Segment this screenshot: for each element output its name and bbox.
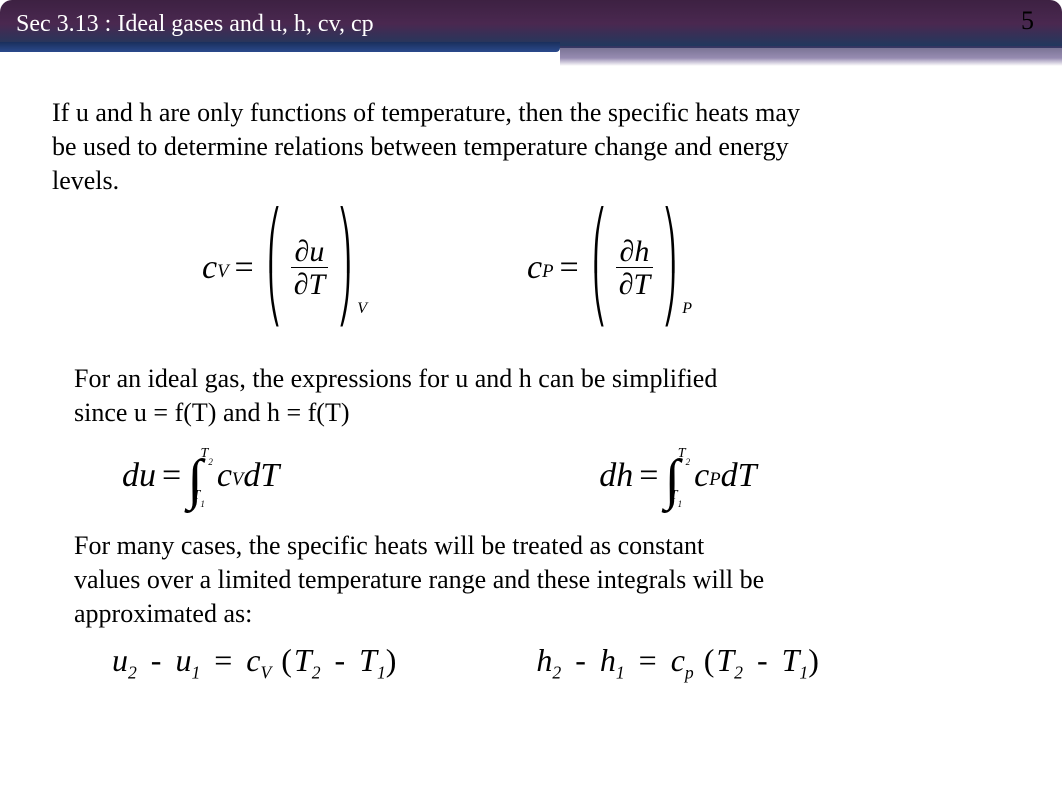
denominator: ∂T [615,268,655,301]
integral-sign: ∫ [187,461,202,500]
fraction: ∂h ∂T [615,237,655,301]
lhs: dh [599,454,633,498]
equation-cv: cV = ⎛⎝ ∂u ∂T ⎞⎠ V [202,215,367,321]
right-bracket: ⎞⎠ [338,215,352,321]
numerator: ∂h [616,237,654,268]
sym-c: c [527,246,542,290]
left-bracket: ⎛⎝ [267,215,281,321]
paragraph-3: For many cases, the specific heats will … [74,529,774,630]
equals: = [560,246,579,290]
c-sub: P [709,468,720,492]
equation-delta-u: u2 - u1 = cV (T2 - T1) [112,640,396,684]
dT: dT [243,454,279,498]
equation-delta-h: h2 - h1 = cp (T2 - T1) [536,640,818,684]
sub-p: P [542,260,553,284]
bracket-group: ⎛⎝ ∂u ∂T ⎞⎠ V [260,215,367,321]
paragraph-1: If u and h are only functions of tempera… [52,96,812,197]
equals: = [235,246,254,290]
paragraph-2: For an ideal gas, the expressions for u … [74,362,774,430]
slide-body: If u and h are only functions of tempera… [0,48,1062,685]
equation-du: du = ∫ T2 T1 cV dT [122,447,279,505]
dT: dT [721,454,757,498]
integral-sign: ∫ [664,461,679,500]
left-bracket: ⎛⎝ [592,215,606,321]
denominator: ∂T [290,268,330,301]
equation-cp: cP = ⎛⎝ ∂h ∂T ⎞⎠ P [527,215,692,321]
bracket-group: ⎛⎝ ∂h ∂T ⎞⎠ P [585,215,692,321]
equation-row-1: cV = ⎛⎝ ∂u ∂T ⎞⎠ V cP = ⎛⎝ ∂h ∂T [202,215,1006,321]
numerator: ∂u [291,237,329,268]
slide-header: Sec 3.13 : Ideal gases and u, h, cv, cp [0,0,1062,48]
right-bracket: ⎞⎠ [663,215,677,321]
header-title: Sec 3.13 : Ideal gases and u, h, cv, cp [16,11,374,38]
outer-sub: P [682,299,692,320]
header-underline-right [560,46,1062,66]
c-sym: c [694,454,709,498]
equals: = [639,454,658,498]
sub-v: V [217,260,228,284]
sym-c: c [202,246,217,290]
c-sym: c [217,454,232,498]
equation-dh: dh = ∫ T2 T1 cP dT [599,447,756,505]
header-underline-left [0,42,560,52]
equation-row-3: u2 - u1 = cV (T2 - T1) h2 - h1 = cp (T2 … [112,640,1006,684]
fraction: ∂u ∂T [290,237,330,301]
lhs: du [122,454,156,498]
equation-row-2: du = ∫ T2 T1 cV dT dh = ∫ T2 T1 [122,447,1006,505]
c-sub: V [232,468,243,492]
integral: ∫ T2 T1 [664,447,690,505]
equals: = [162,454,181,498]
integral: ∫ T2 T1 [187,447,213,505]
page-number: 5 [1021,6,1034,36]
outer-sub: V [357,299,367,320]
